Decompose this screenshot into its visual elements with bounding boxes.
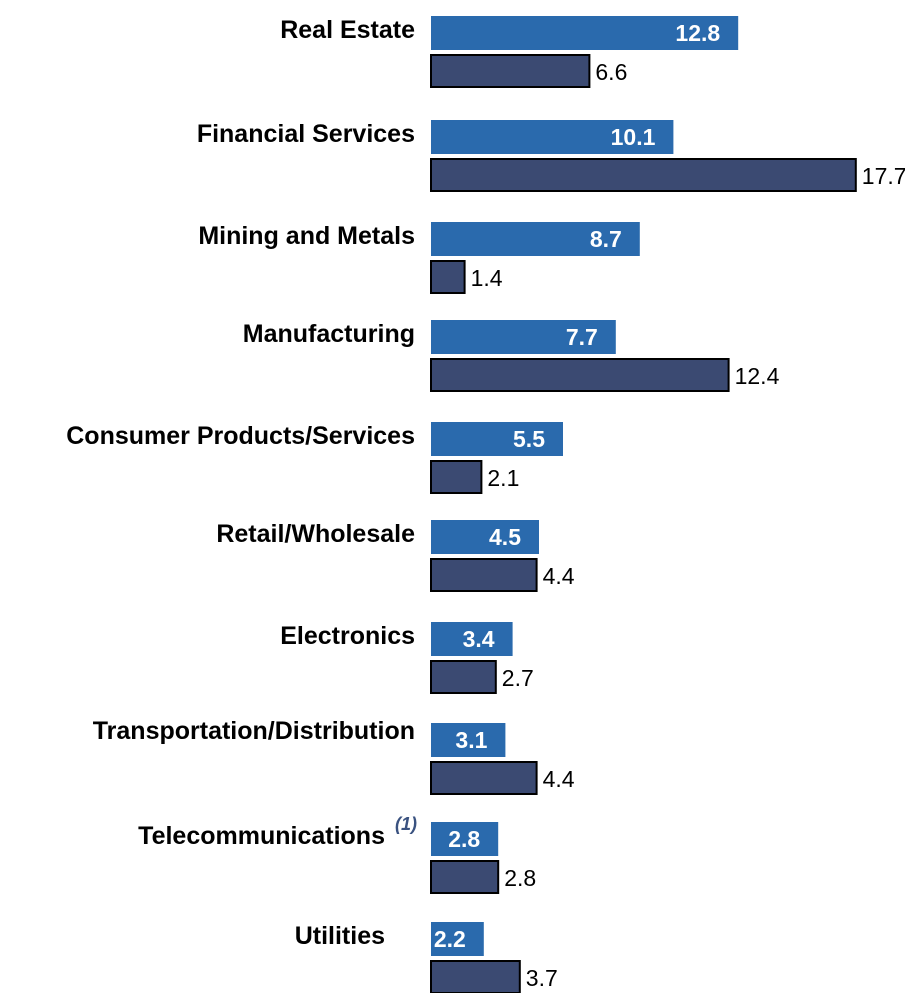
bar-series2-manufacturing bbox=[430, 358, 730, 392]
bar-series2-electronics bbox=[430, 660, 497, 694]
bar-series1-financial-services bbox=[431, 120, 674, 154]
value-label-series2-manufacturing: 12.4 bbox=[735, 363, 780, 389]
value-label-series1-utilities: 2.2 bbox=[434, 926, 466, 952]
value-label-series2-consumer-products-services: 2.1 bbox=[487, 465, 519, 491]
bar-series1-real-estate bbox=[431, 16, 739, 50]
value-label-series1-manufacturing: 7.7 bbox=[566, 324, 598, 350]
bar-series2-financial-services bbox=[430, 158, 857, 192]
bar-series2-real-estate bbox=[430, 54, 591, 88]
category-label-mining-and-metals: Mining and Metals bbox=[198, 222, 415, 250]
value-label-series1-financial-services: 10.1 bbox=[611, 124, 656, 150]
value-label-series2-utilities: 3.7 bbox=[526, 965, 558, 991]
bar-series1-electronics bbox=[431, 622, 513, 656]
category-label-consumer-products-services: Consumer Products/Services bbox=[66, 422, 415, 450]
value-label-series2-mining-and-metals: 1.4 bbox=[471, 265, 503, 291]
value-label-series2-real-estate: 6.6 bbox=[595, 59, 627, 85]
bar-series2-retail-wholesale bbox=[430, 558, 538, 592]
category-label-manufacturing: Manufacturing bbox=[243, 320, 415, 348]
category-label-telecommunications: Telecommunications bbox=[138, 822, 385, 850]
value-label-series1-electronics: 3.4 bbox=[463, 626, 495, 652]
value-label-series2-electronics: 2.7 bbox=[502, 665, 534, 691]
category-label-transportation-distribution: Transportation/Distribution bbox=[93, 717, 415, 745]
value-label-series1-consumer-products-services: 5.5 bbox=[513, 426, 545, 452]
category-label-electronics: Electronics bbox=[280, 622, 415, 650]
value-label-series2-financial-services: 17.7 bbox=[862, 163, 905, 189]
value-label-series1-mining-and-metals: 8.7 bbox=[590, 226, 622, 252]
category-label-real-estate: Real Estate bbox=[280, 16, 415, 44]
value-label-series2-transportation-distribution: 4.4 bbox=[543, 766, 575, 792]
bar-series2-consumer-products-services bbox=[430, 460, 483, 494]
value-label-series1-telecommunications: 2.8 bbox=[448, 826, 480, 852]
footnote-marker: (1) bbox=[395, 814, 417, 834]
bar-series2-utilities bbox=[430, 960, 521, 993]
value-label-series1-retail-wholesale: 4.5 bbox=[489, 524, 521, 550]
value-label-series1-transportation-distribution: 3.1 bbox=[455, 727, 487, 753]
bar-series1-utilities bbox=[431, 922, 484, 956]
bar-series2-transportation-distribution bbox=[430, 761, 538, 795]
bar-series1-consumer-products-services bbox=[431, 422, 563, 456]
value-label-series1-real-estate: 12.8 bbox=[675, 20, 720, 46]
value-label-series2-retail-wholesale: 4.4 bbox=[543, 563, 575, 589]
bar-series1-retail-wholesale bbox=[431, 520, 539, 554]
category-label-utilities: Utilities bbox=[295, 922, 385, 950]
bar-series2-telecommunications bbox=[430, 860, 500, 894]
bar-series1-manufacturing bbox=[431, 320, 616, 354]
bar-series2-mining-and-metals bbox=[430, 260, 466, 294]
bar-series1-mining-and-metals bbox=[431, 222, 640, 256]
category-label-financial-services: Financial Services bbox=[197, 120, 415, 148]
value-label-series2-telecommunications: 2.8 bbox=[504, 865, 536, 891]
category-label-retail-wholesale: Retail/Wholesale bbox=[216, 520, 415, 548]
bar-series1-telecommunications bbox=[431, 822, 499, 856]
bar-series1-transportation-distribution bbox=[431, 723, 506, 757]
